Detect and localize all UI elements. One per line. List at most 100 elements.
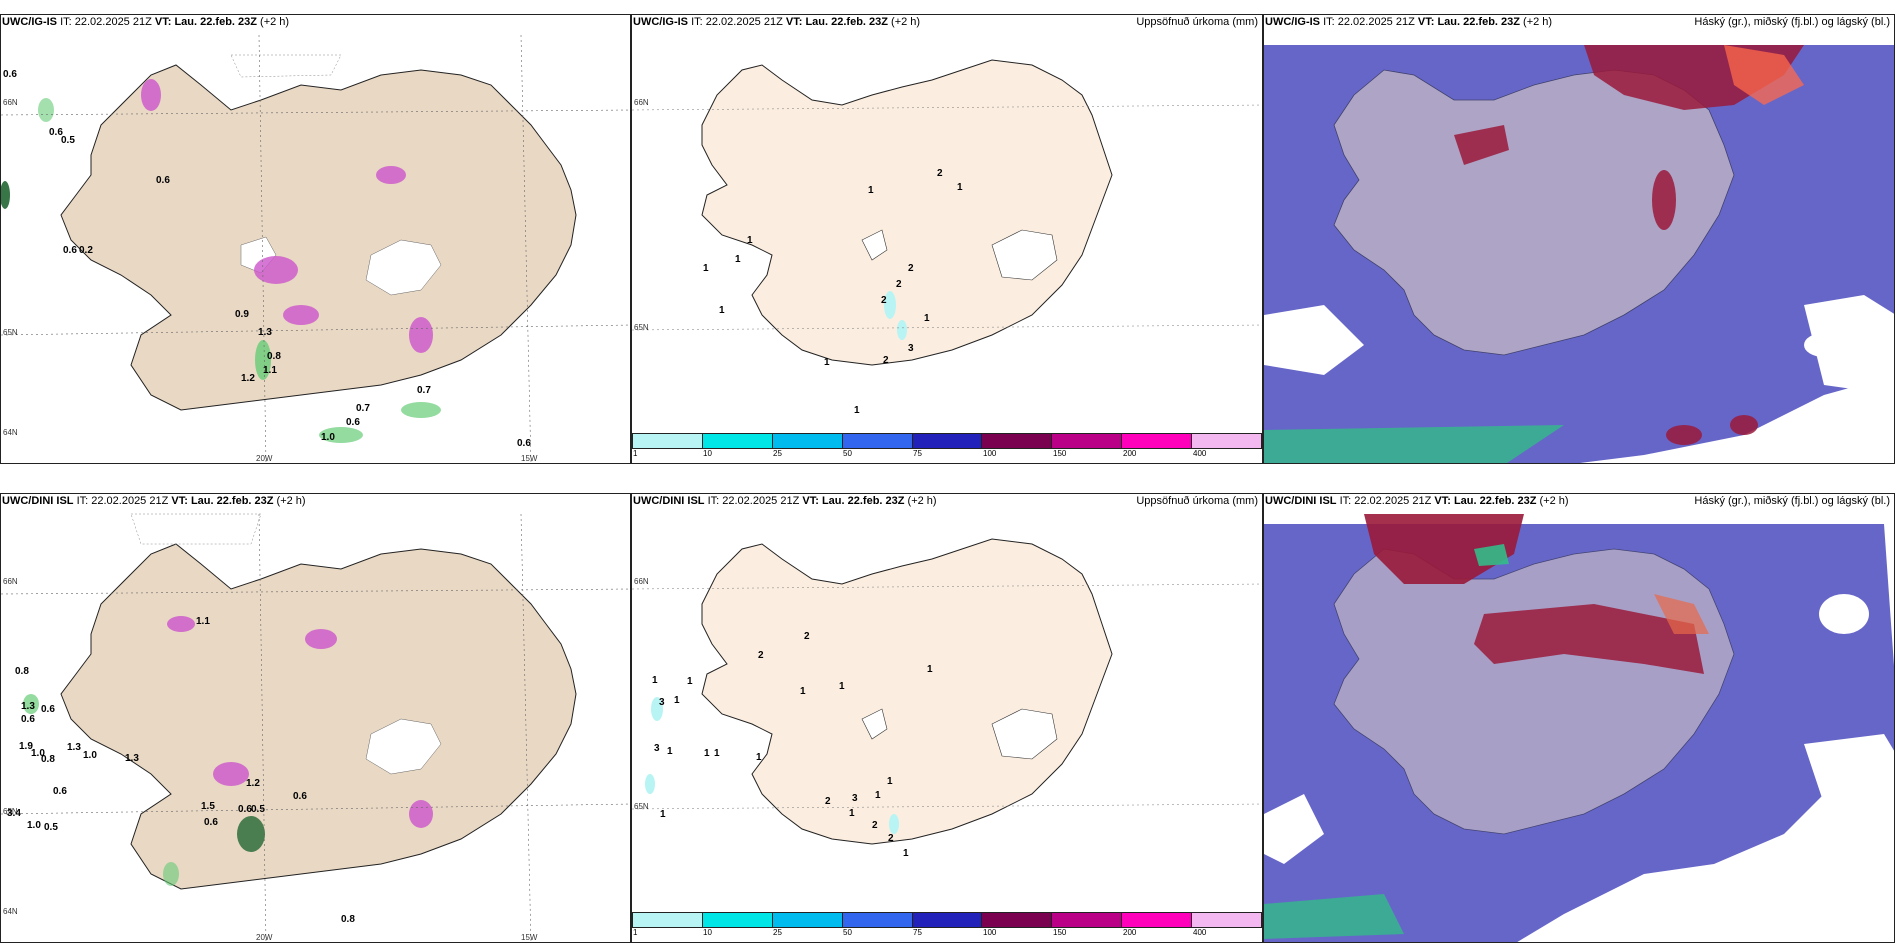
orange-high-cloud xyxy=(1654,594,1709,634)
gridline-lon-2 xyxy=(520,513,532,942)
clear-sky-area xyxy=(1819,594,1869,634)
clear-sky-area xyxy=(1264,305,1364,375)
panel-title-right: Háský (gr.), miðský (fj.bl.) og lágský (… xyxy=(1694,16,1890,28)
precip-patch xyxy=(897,320,907,340)
value-label: 1 xyxy=(747,235,753,246)
value-label: 1 xyxy=(924,313,930,324)
it-value: 22.02.2025 21Z xyxy=(91,495,169,507)
iceland-landmass xyxy=(60,64,577,411)
lead-time: (+2 h) xyxy=(891,16,921,28)
colorbar-segment xyxy=(1052,913,1123,927)
value-label: 0.5 xyxy=(251,804,265,815)
colorbar-tick: 75 xyxy=(913,928,922,937)
glacier-white xyxy=(861,708,888,740)
lat-label: 64N xyxy=(3,907,18,916)
orange-high-cloud xyxy=(1724,45,1804,105)
gridline-lat xyxy=(632,324,1262,331)
value-label: 1 xyxy=(868,185,874,196)
colorbar-tick: 1 xyxy=(633,449,638,458)
lat-label: 66N xyxy=(3,98,18,107)
colorbar-ticks: 1 10 25 50 75 100 150 200 400 xyxy=(632,928,1262,938)
vt-value: Lau. 22.feb. 23Z xyxy=(821,495,905,507)
precip-patch xyxy=(889,814,899,834)
lead-time: (+2 h) xyxy=(276,495,306,507)
gridline-lon-1 xyxy=(258,34,267,463)
colorbar-segment xyxy=(1052,434,1123,448)
colorbar-tick: 10 xyxy=(703,928,712,937)
colorbar-tick: 400 xyxy=(1193,928,1207,937)
panel-header: UWC/IG-IS IT: 22.02.2025 21Z VT: Lau. 22… xyxy=(633,16,920,28)
clear-sky-area xyxy=(1804,295,1894,395)
value-label: 0.6 xyxy=(41,704,55,715)
colorbar-swatches xyxy=(632,912,1262,928)
colorbar-tick: 25 xyxy=(773,928,782,937)
colorbar-tick: 50 xyxy=(843,449,852,458)
gridline-lat-2 xyxy=(1,324,630,336)
panel-title-right: Uppsöfnuð úrkoma (mm) xyxy=(1136,16,1258,28)
value-label: 0.6 xyxy=(53,786,67,797)
panel-header: UWC/DINI ISL IT: 22.02.2025 21Z VT: Lau.… xyxy=(633,495,937,507)
gridline-lat xyxy=(632,104,1262,111)
iceland-landmass xyxy=(701,59,1113,366)
value-label: 1 xyxy=(756,752,762,763)
high-cloud-area xyxy=(1730,415,1758,435)
value-label: 0.7 xyxy=(356,403,370,414)
value-label: 1 xyxy=(652,675,658,686)
colorbar-swatches xyxy=(632,433,1262,449)
lead-time: (+2 h) xyxy=(1523,16,1553,28)
value-label: 2 xyxy=(872,820,878,831)
precip-colorbar: 1 10 25 50 75 100 150 200 400 xyxy=(632,912,1262,938)
lead-time: (+2 h) xyxy=(907,495,937,507)
panel-title-right: Uppsöfnuð úrkoma (mm) xyxy=(1136,495,1258,507)
precip-patch xyxy=(651,697,663,721)
value-label: 2 xyxy=(896,279,902,290)
value-label: 2 xyxy=(825,796,831,807)
gridline-lon-1 xyxy=(258,513,267,942)
it-value: 22.02.2025 21Z xyxy=(74,16,152,28)
value-label: 0.8 xyxy=(341,914,355,925)
value-label: 2 xyxy=(908,263,914,274)
colorbar-segment xyxy=(772,913,843,927)
panel-title-right: Háský (gr.), miðský (fj.bl.) og lágský (… xyxy=(1694,495,1890,507)
lat-label: 65N xyxy=(3,328,18,337)
green-high-cloud xyxy=(1264,894,1404,939)
model-name: UWC/IG-IS xyxy=(2,16,57,28)
colorbar-tick: 25 xyxy=(773,449,782,458)
vt-value: Lau. 22.feb. 23Z xyxy=(1453,495,1537,507)
it-label: IT: xyxy=(1323,16,1335,28)
hatch-area xyxy=(230,54,342,78)
colorbar-segment xyxy=(842,434,913,448)
colorbar-segment xyxy=(1122,913,1193,927)
lon-label: 15W xyxy=(521,933,538,942)
precip-patch-1 xyxy=(237,816,265,852)
model-name: UWC/IG-IS xyxy=(1265,16,1320,28)
value-label: 1.0 xyxy=(27,820,41,831)
precip-patch xyxy=(884,291,896,319)
value-label: 0.6 xyxy=(204,817,218,828)
value-label: 0.6 xyxy=(293,791,307,802)
value-label: 0.6 xyxy=(3,69,17,80)
colorbar-segment xyxy=(982,434,1053,448)
model-name: UWC/DINI ISL xyxy=(633,495,705,507)
value-label: 2 xyxy=(888,833,894,844)
value-label: 1 xyxy=(875,790,881,801)
value-label: 1 xyxy=(714,748,720,759)
high-cloud-area xyxy=(1652,170,1676,230)
value-label: 1 xyxy=(703,263,709,274)
panel-wind-snow-top: 66N 65N 64N 20W 15W 0.5 0.6 0.6 0.6 0.6 … xyxy=(0,14,631,464)
colorbar-tick: 10 xyxy=(703,449,712,458)
snow-patch-1 xyxy=(254,256,298,284)
colorbar-tick: 100 xyxy=(983,928,997,937)
lat-label: 66N xyxy=(3,577,18,586)
colorbar-segment xyxy=(702,913,773,927)
iceland-landmass xyxy=(1333,69,1735,356)
vt-label: VT: xyxy=(154,16,172,28)
lat-label: 66N xyxy=(634,98,649,107)
precip-colorbar: 1 10 25 50 75 100 150 200 400 xyxy=(632,433,1262,459)
vt-value: Lau. 22.feb. 23Z xyxy=(805,16,888,28)
colorbar-segment xyxy=(1122,434,1193,448)
value-label: 1 xyxy=(854,405,860,416)
value-label: 0.6 xyxy=(21,714,35,725)
colorbar-tick: 150 xyxy=(1053,449,1067,458)
snow-patch-5 xyxy=(409,317,433,353)
